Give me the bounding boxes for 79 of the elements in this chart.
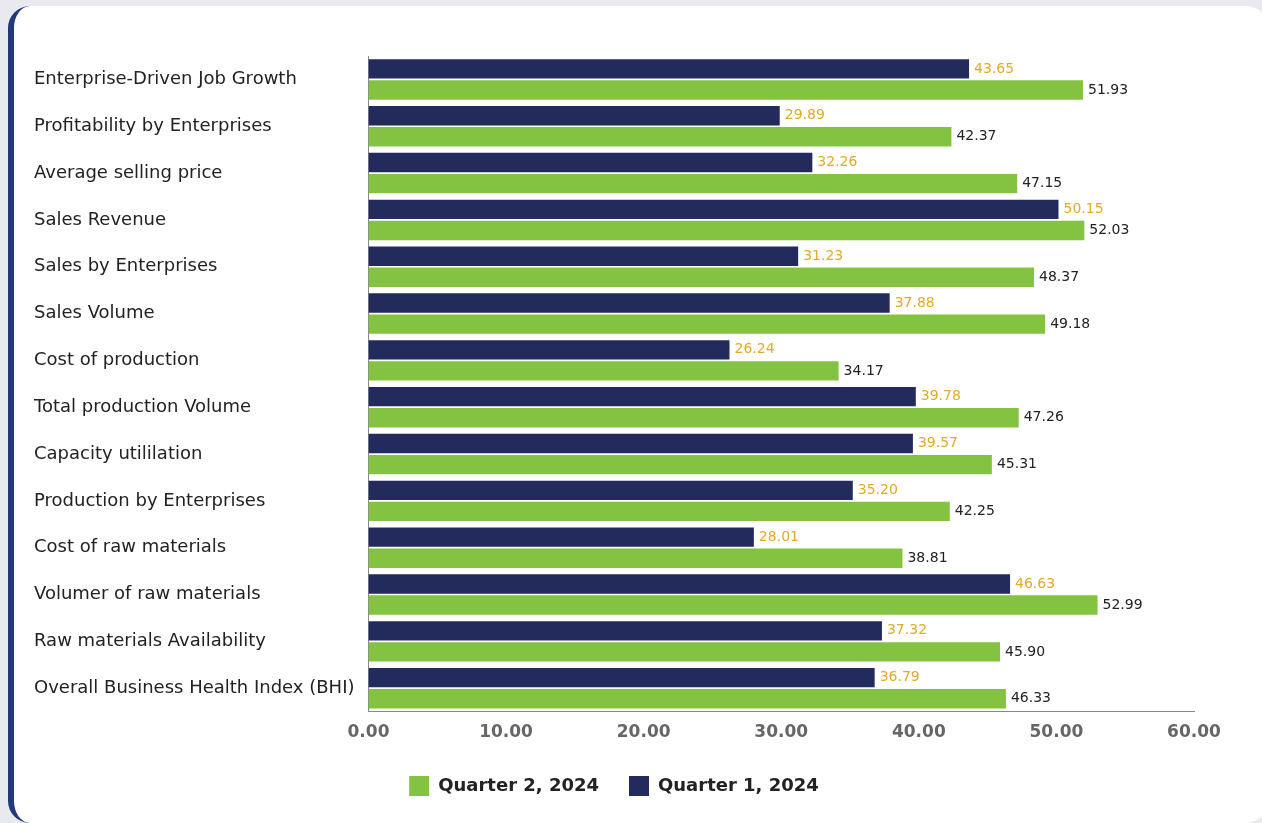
bar — [368, 127, 952, 147]
y-tick-label: Cost of production — [34, 348, 200, 370]
data-label: 47.26 — [1023, 408, 1064, 425]
y-tick-label: Enterprise-Driven Job Growth — [34, 67, 297, 89]
bar — [368, 386, 916, 407]
y-tick-label: Production by Enterprises — [34, 488, 266, 510]
bar — [368, 59, 970, 79]
x-tick-label: 50.00 — [1029, 721, 1084, 742]
data-label: 50.15 — [1063, 200, 1104, 216]
bar — [368, 501, 950, 522]
data-label: 39.78 — [920, 387, 961, 404]
bar — [368, 340, 730, 360]
data-label: 37.32 — [886, 621, 928, 638]
bar — [368, 595, 1098, 615]
bar — [368, 408, 1019, 428]
data-label: 28.01 — [758, 527, 799, 544]
bar — [368, 293, 890, 313]
x-tick-label: 60.00 — [1167, 721, 1222, 742]
bar — [368, 689, 1006, 709]
bar — [368, 314, 1046, 334]
data-label: 31.23 — [803, 246, 844, 263]
data-label: 52.03 — [1089, 221, 1130, 238]
bar — [368, 80, 1083, 100]
bar — [368, 361, 839, 381]
data-label: 45.90 — [1005, 642, 1046, 659]
data-label: 47.15 — [1022, 174, 1063, 191]
data-label: 35.20 — [857, 480, 898, 497]
bar — [368, 667, 875, 688]
y-tick-label: Sales by Enterprises — [34, 254, 218, 276]
bar — [368, 152, 813, 173]
data-label: 51.93 — [1087, 80, 1129, 97]
data-label: 49.18 — [1050, 314, 1091, 331]
bar — [368, 433, 913, 454]
legend-label: Quarter 1, 2024 — [658, 773, 819, 795]
data-label: 36.79 — [879, 668, 920, 685]
y-tick-label: Volumer of raw materials — [34, 582, 261, 604]
data-label: 46.33 — [1010, 689, 1052, 706]
y-tick-label: Cost of raw materials — [34, 535, 227, 557]
y-tick-label: Total production Volume — [33, 394, 252, 416]
data-label: 32.26 — [817, 153, 858, 170]
x-tick-label: 10.00 — [479, 721, 534, 742]
data-label: 29.89 — [784, 106, 825, 123]
bar — [368, 527, 754, 547]
bar — [368, 220, 1085, 241]
bar — [368, 246, 799, 266]
data-label: 45.31 — [996, 455, 1037, 472]
x-tick-label: 30.00 — [754, 721, 809, 742]
y-tick-label: Average selling price — [34, 160, 223, 182]
data-label: 43.65 — [974, 59, 1015, 76]
data-label: 37.88 — [894, 293, 935, 310]
bar — [368, 173, 1018, 194]
bar — [368, 548, 903, 568]
data-label: 46.63 — [1015, 574, 1056, 591]
data-label: 52.99 — [1102, 595, 1143, 612]
bar — [368, 199, 1059, 220]
y-tick-label: Sales Revenue — [34, 207, 167, 229]
y-tick-label: Raw materials Availability — [34, 629, 267, 651]
data-label: 42.25 — [954, 502, 995, 519]
bar — [368, 454, 992, 475]
legend-label: Quarter 2, 2024 — [438, 773, 600, 795]
x-tick-label: 40.00 — [891, 721, 946, 742]
bar — [368, 574, 1011, 594]
bar — [368, 106, 780, 126]
data-label: 38.81 — [907, 548, 948, 565]
bar — [368, 267, 1034, 287]
y-tick-label: Sales Volume — [34, 301, 155, 323]
x-tick-label: 20.00 — [616, 721, 671, 742]
bar — [368, 642, 1000, 662]
data-label: 42.37 — [956, 127, 997, 144]
data-label: 48.37 — [1038, 267, 1080, 284]
data-label: 39.57 — [917, 434, 959, 451]
data-label: 26.24 — [734, 340, 775, 357]
data-label: 34.17 — [843, 361, 884, 378]
bar — [368, 480, 853, 501]
y-tick-label: Capacity utililation — [34, 441, 203, 463]
bar — [368, 621, 882, 641]
x-tick-label: 0.00 — [347, 721, 390, 742]
y-tick-label: Overall Business Health Index (BHI) — [34, 675, 355, 697]
y-tick-label: Profitability by Enterprises — [34, 113, 272, 135]
